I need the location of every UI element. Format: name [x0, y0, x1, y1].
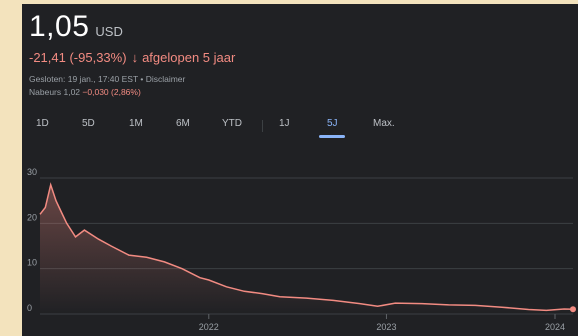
tab-1m[interactable]: 1M: [125, 116, 147, 131]
y-tick-label: 0: [27, 303, 32, 313]
active-tab-indicator: [319, 135, 345, 138]
current-price-dot: [570, 306, 576, 313]
y-tick-label: 30: [27, 167, 37, 177]
price-chart[interactable]: 0 10 20 30 2022 2023 2024: [22, 164, 578, 336]
y-tick-label: 20: [27, 212, 37, 222]
after-hours-info: Nabeurs 1,02 −0,030 (2,86%): [29, 87, 141, 97]
current-price: 1,05: [29, 10, 90, 43]
tab-1j[interactable]: 1J: [275, 116, 294, 131]
price-line: [39, 182, 574, 312]
x-tick-label: 2024: [545, 322, 565, 332]
tab-5j[interactable]: 5J: [323, 116, 342, 131]
chart-axes: 0 10 20 30 2022 2023 2024: [27, 167, 565, 332]
currency-label: USD: [95, 24, 123, 39]
after-hours-change: −0,030 (2,86%): [82, 87, 141, 97]
tab-separator: [262, 120, 263, 132]
closed-info: Gesloten: 19 jan., 17:40 EST • Disclaime…: [29, 74, 185, 84]
x-tick-label: 2023: [376, 322, 396, 332]
tab-ytd[interactable]: YTD: [218, 116, 246, 131]
after-hours-label: Nabeurs 1,02: [29, 87, 81, 97]
y-tick-label: 10: [27, 258, 37, 268]
change-row: -21,41 (-95,33%) ↓ afgelopen 5 jaar: [29, 50, 235, 65]
tab-6m[interactable]: 6M: [172, 116, 194, 131]
tab-max[interactable]: Max.: [369, 116, 399, 131]
tab-1d[interactable]: 1D: [32, 116, 53, 131]
price-change: -21,41 (-95,33%): [29, 50, 127, 65]
arrow-down-icon: ↓: [131, 50, 139, 65]
tab-5d[interactable]: 5D: [78, 116, 99, 131]
x-tick-label: 2022: [199, 322, 219, 332]
stock-quote-panel: 1,05 USD -21,41 (-95,33%) ↓ afgelopen 5 …: [22, 4, 578, 336]
closed-text[interactable]: Gesloten: 19 jan., 17:40 EST • Disclaime…: [29, 74, 186, 84]
change-period: afgelopen 5 jaar: [142, 50, 236, 65]
price-row: 1,05 USD: [29, 10, 123, 44]
price-area: [40, 184, 573, 314]
range-tabs: 1D 5D 1M 6M YTD 1J 5J Max.: [22, 116, 422, 138]
